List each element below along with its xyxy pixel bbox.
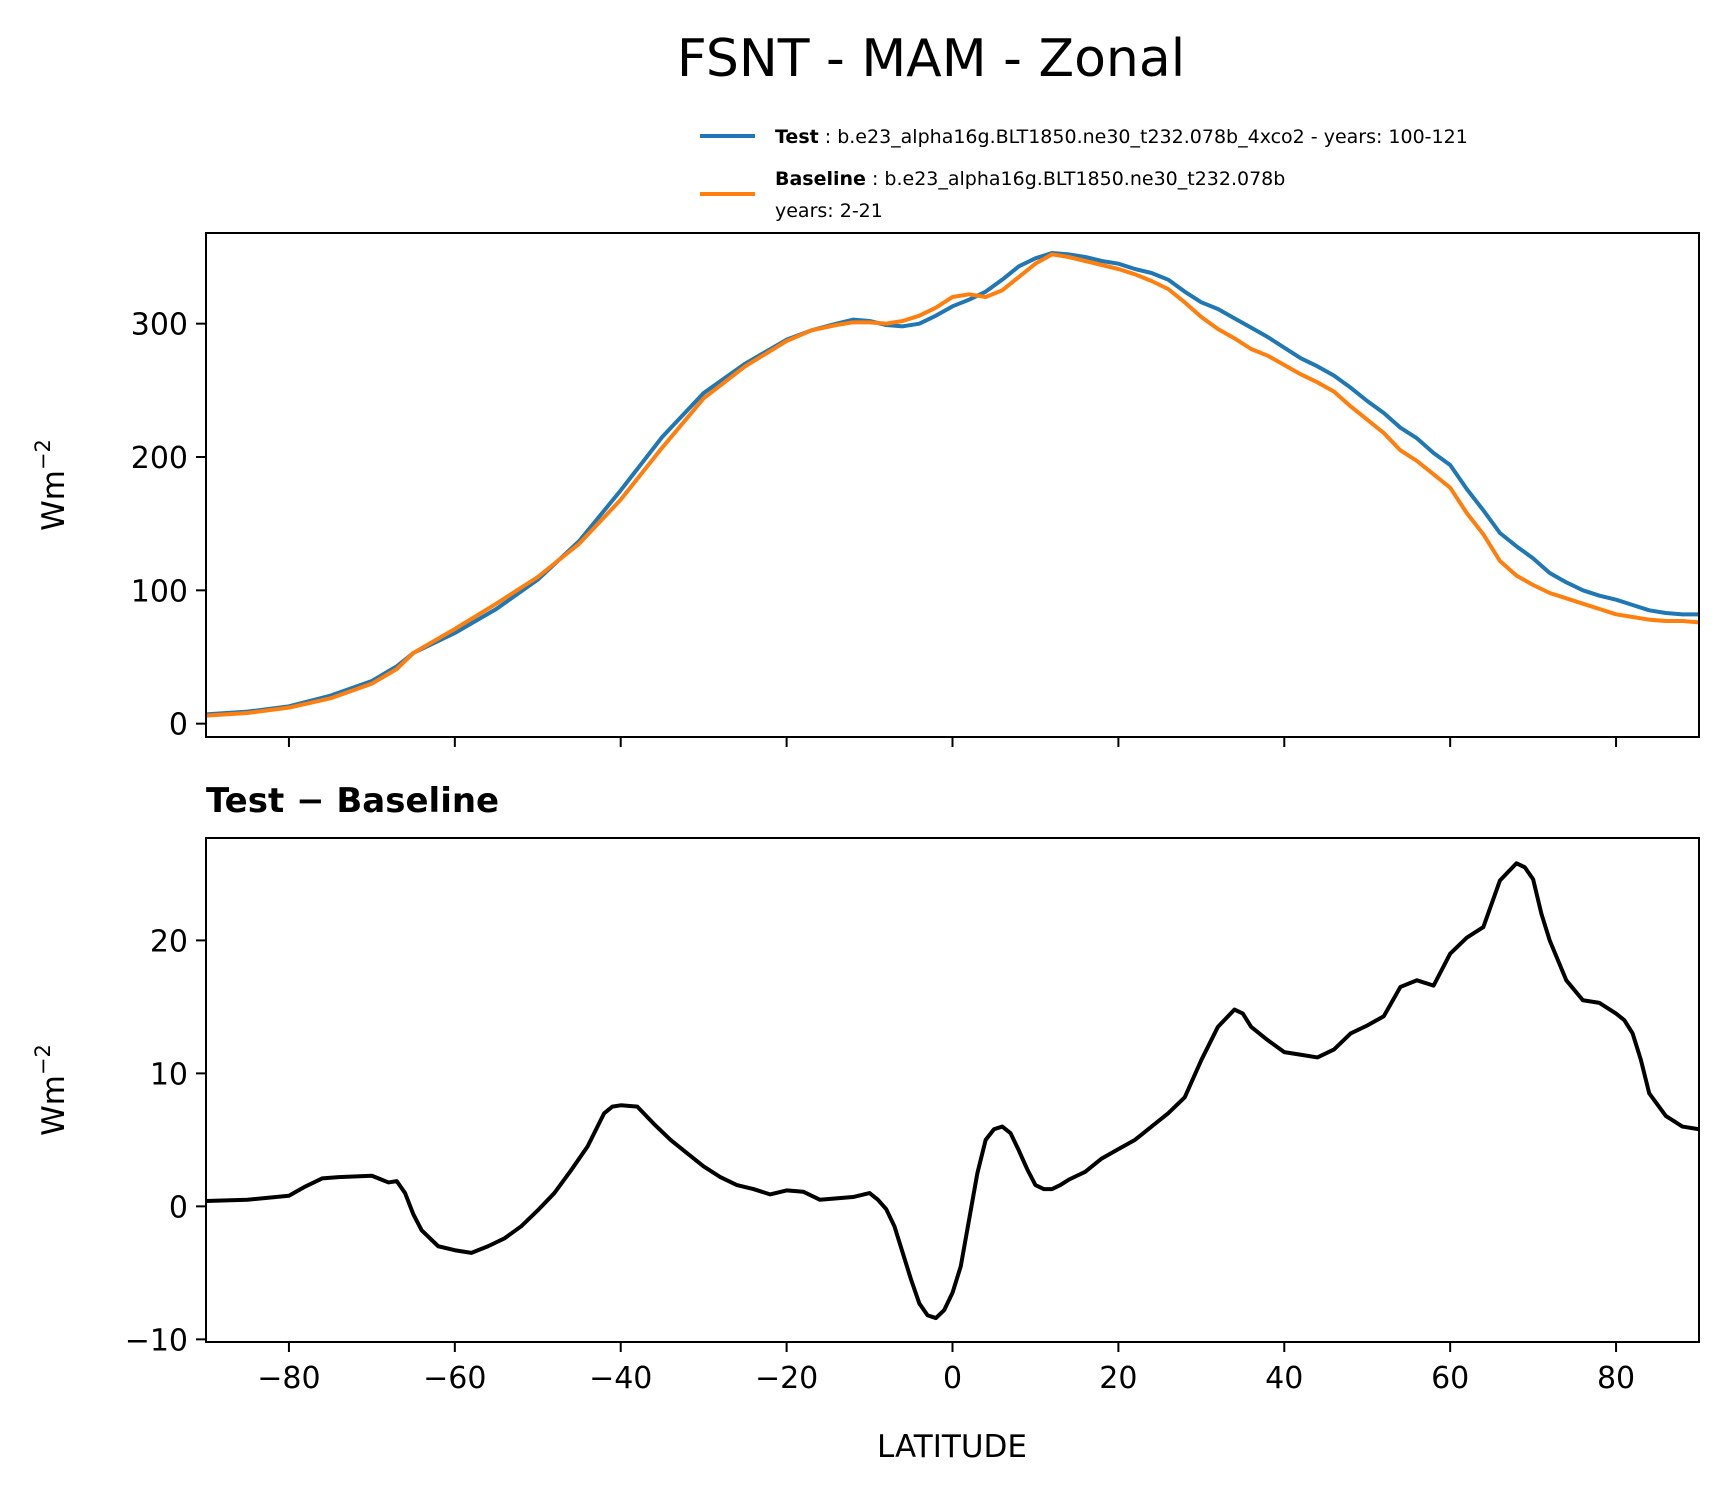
bottom-y-ticks: −10 0 10 20	[125, 924, 206, 1358]
bottom-xtick-label: 20	[1099, 1361, 1137, 1396]
legend-entry-baseline: Baseline : b.e23_alpha16g.BLT1850.ne30_t…	[775, 168, 1285, 190]
bottom-xtick-label: 40	[1265, 1361, 1303, 1396]
top-panel: 0 100 200 300 Wm−2	[31, 232, 1700, 747]
bottom-xtick-label: −20	[755, 1361, 818, 1396]
baseline-series-line	[205, 252, 1700, 718]
bottom-panel-lines	[205, 861, 1700, 1321]
bottom-xtick-label: −80	[257, 1361, 320, 1396]
bottom-xtick-label: −60	[423, 1361, 486, 1396]
top-y-axis-label: Wm−2	[31, 439, 72, 531]
difference-series-line	[205, 861, 1700, 1321]
bottom-x-ticks: −80 −60 −40 −20 0 20 40 60 80	[257, 1342, 1635, 1396]
test-series-line	[205, 251, 1699, 717]
legend-entry-test: Test : b.e23_alpha16g.BLT1850.ne30_t232.…	[775, 126, 1468, 148]
top-panel-lines	[205, 251, 1700, 718]
chart-title: FSNT - MAM - Zonal	[677, 29, 1185, 89]
bottom-ytick-label: −10	[125, 1323, 188, 1358]
legend-label-test: Test	[775, 126, 819, 148]
top-ytick-label: 0	[169, 708, 188, 743]
bottom-panel: Test − Baseline −10 0 10 20 −80 −60 −40 −20 0 20…	[31, 781, 1700, 1465]
bottom-xtick-label: −40	[589, 1361, 652, 1396]
bottom-panel-title: Test − Baseline	[206, 781, 499, 821]
legend-desc-test: : b.e23_alpha16g.BLT1850.ne30_t232.078b_…	[819, 126, 1468, 148]
bottom-ytick-label: 20	[150, 924, 188, 959]
bottom-xtick-label: 0	[943, 1361, 962, 1396]
legend-desc-baseline: : b.e23_alpha16g.BLT1850.ne30_t232.078b	[866, 168, 1285, 190]
top-ytick-label: 300	[131, 308, 188, 343]
bottom-y-axis-label: Wm−2	[31, 1044, 72, 1136]
legend-label-baseline: Baseline	[775, 168, 866, 190]
legend: Test : b.e23_alpha16g.BLT1850.ne30_t232.…	[700, 126, 1468, 222]
top-x-ticks	[287, 737, 1618, 747]
legend-desc-baseline-years: years: 2-21	[775, 200, 883, 222]
top-ytick-label: 200	[131, 441, 188, 476]
bottom-xtick-label: 80	[1597, 1361, 1635, 1396]
top-y-ticks: 0 100 200 300	[131, 308, 206, 743]
bottom-xtick-label: 60	[1431, 1361, 1469, 1396]
x-axis-label: LATITUDE	[877, 1429, 1027, 1465]
bottom-ytick-label: 0	[169, 1190, 188, 1225]
bottom-ytick-label: 10	[150, 1057, 188, 1092]
top-ytick-label: 100	[131, 574, 188, 609]
